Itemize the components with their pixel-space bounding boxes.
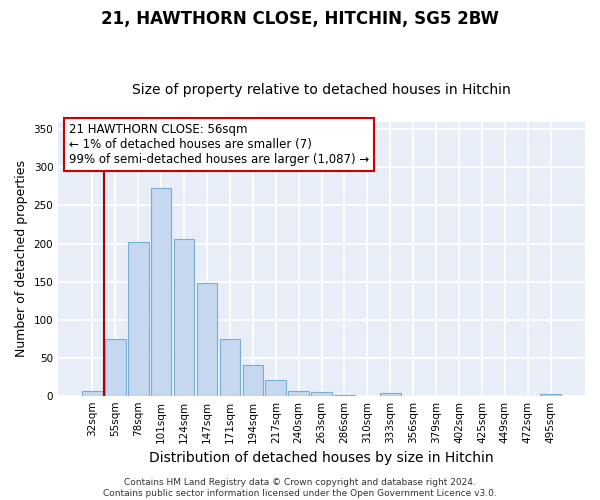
Bar [242,365,263,396]
Bar [197,283,217,396]
Y-axis label: Number of detached properties: Number of detached properties [15,160,28,357]
Bar [380,394,401,396]
Bar [128,242,149,396]
Title: Size of property relative to detached houses in Hitchin: Size of property relative to detached ho… [132,83,511,97]
Bar [334,395,355,396]
Text: 21 HAWTHORN CLOSE: 56sqm
← 1% of detached houses are smaller (7)
99% of semi-det: 21 HAWTHORN CLOSE: 56sqm ← 1% of detache… [69,123,369,166]
Text: 21, HAWTHORN CLOSE, HITCHIN, SG5 2BW: 21, HAWTHORN CLOSE, HITCHIN, SG5 2BW [101,10,499,28]
Bar [311,392,332,396]
Bar [541,394,561,396]
X-axis label: Distribution of detached houses by size in Hitchin: Distribution of detached houses by size … [149,451,494,465]
Bar [265,380,286,396]
Bar [174,239,194,396]
Text: Contains HM Land Registry data © Crown copyright and database right 2024.
Contai: Contains HM Land Registry data © Crown c… [103,478,497,498]
Bar [105,338,125,396]
Bar [151,188,172,396]
Bar [220,338,240,396]
Bar [82,391,103,396]
Bar [289,391,309,396]
